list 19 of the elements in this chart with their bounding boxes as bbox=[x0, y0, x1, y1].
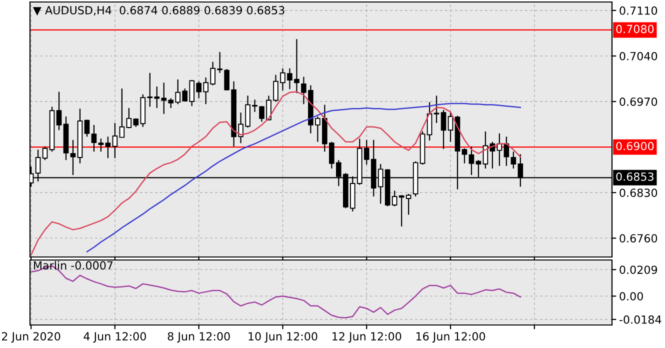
ref-line-label: 0.7080 bbox=[616, 24, 654, 34]
chart-title: ▼ AUDUSD,H4 0.6874 0.6889 0.6839 0.6853 bbox=[32, 6, 284, 16]
y-tick-label: 0.7040 bbox=[620, 52, 658, 60]
x-tick-label: 2 Jun 2020 bbox=[2, 332, 60, 343]
x-tick-label: 8 Jun 12:00 bbox=[168, 332, 230, 343]
y-tick-label: 0.0209 bbox=[620, 266, 658, 274]
y-tick-label: -0.0184 bbox=[619, 315, 662, 324]
x-tick-label: 12 Jun 12:00 bbox=[332, 332, 402, 343]
y-tick-label: 0.6760 bbox=[620, 234, 658, 243]
y-tick-label: 0.7110 bbox=[620, 6, 658, 15]
ref-line-label: 0.6900 bbox=[616, 142, 654, 150]
y-tick-label: 0.6970 bbox=[620, 98, 658, 106]
x-tick-label: 16 Jun 12:00 bbox=[416, 332, 486, 343]
x-tick-label: 4 Jun 12:00 bbox=[84, 332, 146, 343]
chart-title: Marlin -0.0007 bbox=[34, 260, 113, 270]
y-tick-label: 0.6830 bbox=[620, 188, 658, 197]
y-tick-label: 0.00 bbox=[620, 292, 643, 300]
x-tick-label: 10 Jun 12:00 bbox=[248, 332, 318, 343]
ref-line-label: 0.6853 bbox=[616, 172, 654, 181]
